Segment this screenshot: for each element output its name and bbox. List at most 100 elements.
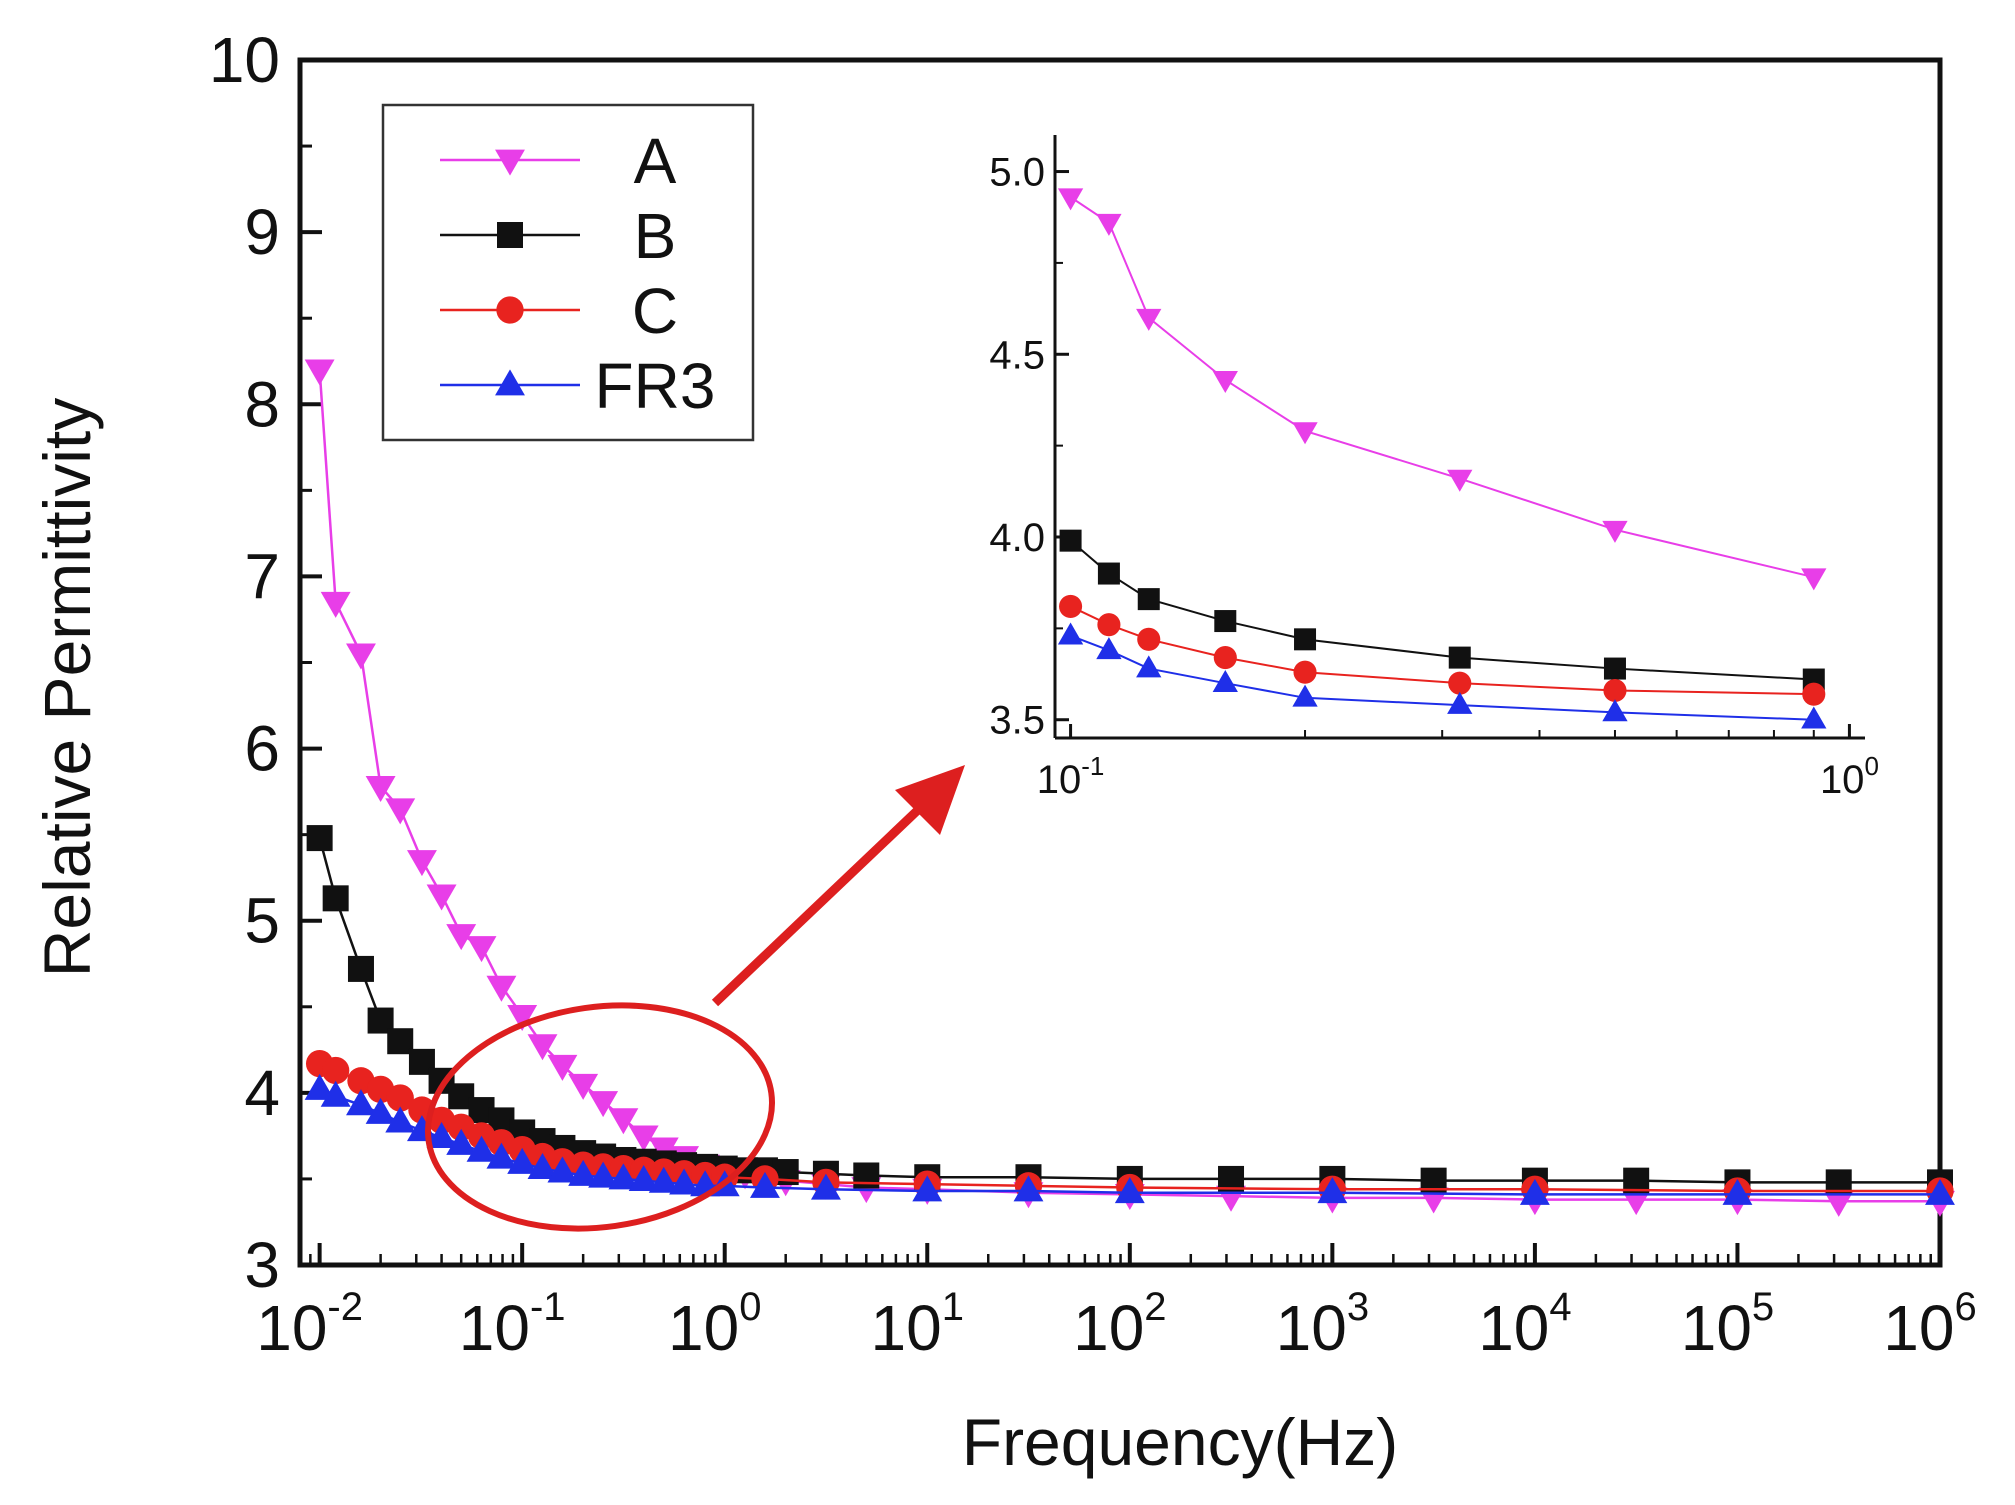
x-tick-exponent: 0: [739, 1285, 761, 1329]
series-B-point: [387, 1028, 414, 1055]
inset-series-C-point: [1137, 627, 1161, 651]
zoom-arrow-head: [895, 765, 965, 835]
series-A-point: [1823, 1190, 1854, 1217]
inset-series-FR3-point: [1292, 684, 1318, 707]
series-A-point: [320, 591, 351, 618]
inset-series-C-point: [1097, 613, 1121, 637]
inset-series-FR3-point: [1136, 655, 1162, 678]
series-A-point: [588, 1091, 619, 1118]
series-FR3-point: [507, 1147, 538, 1174]
series-FR3-point: [1722, 1178, 1753, 1205]
legend-C-marker: [496, 296, 524, 324]
inset-series-B-point: [1097, 562, 1120, 585]
series-A-point: [608, 1108, 639, 1135]
series-A-point: [628, 1125, 659, 1152]
series-A-point: [365, 776, 396, 803]
x-tick-base: 10: [1681, 1292, 1752, 1364]
inset-series-FR3-point: [1057, 622, 1084, 645]
inset-series-C-point: [1603, 678, 1627, 703]
y-tick-label: 9: [244, 196, 280, 268]
zoom-region-ellipse: [425, 1002, 775, 1232]
inset-series-C-point: [1293, 660, 1317, 684]
x-tick-exponent: -2: [327, 1285, 363, 1329]
legend-B-marker: [497, 222, 523, 248]
series-FR3-point: [608, 1163, 639, 1190]
series-FR3-point: [1925, 1178, 1955, 1205]
legend-C-label: C: [632, 275, 678, 347]
series-FR3-point: [320, 1080, 351, 1107]
inset-series-B-point: [1603, 657, 1626, 680]
legend-FR3-label: FR3: [595, 350, 716, 422]
inset-series-A-line: [1070, 196, 1815, 579]
inset-series-A-point: [1447, 469, 1473, 492]
inset-series-FR3-point: [1096, 637, 1122, 660]
x-tick-label: 100: [668, 1285, 761, 1364]
x-tick-label: 105: [1681, 1285, 1774, 1364]
series-B-point: [322, 885, 349, 912]
series-FR3-point: [365, 1097, 396, 1124]
series-FR3-point: [527, 1153, 558, 1179]
inset-series-C-point: [1448, 671, 1472, 695]
series-FR3-point: [1317, 1177, 1348, 1204]
x-tick-exponent: 6: [1954, 1285, 1976, 1329]
y-tick-label: 7: [244, 540, 280, 612]
series-A-point: [527, 1034, 558, 1061]
x-tick-label: 102: [1073, 1285, 1166, 1364]
x-tick-exponent: 4: [1549, 1285, 1571, 1329]
series-A-point: [547, 1054, 578, 1081]
series-FR3-point: [385, 1106, 416, 1133]
inset-series-FR3-point: [1602, 699, 1628, 722]
inset-series-C-point: [1213, 646, 1237, 670]
x-tick-exponent: 3: [1347, 1285, 1369, 1329]
x-tick-label: 103: [1276, 1285, 1369, 1364]
inset-series-A-point: [1057, 188, 1084, 211]
x-tick-base: 10: [871, 1292, 942, 1364]
series-FR3-point: [1519, 1178, 1550, 1205]
inset-y-tick-label: 5.0: [989, 151, 1045, 195]
x-tick-base: 10: [459, 1292, 530, 1364]
legend-A-marker: [495, 149, 525, 176]
x-tick-label: 10-1: [459, 1285, 566, 1364]
series-FR3-point: [466, 1135, 497, 1162]
series-FR3-point: [426, 1122, 457, 1149]
x-tick-base: 10: [668, 1292, 739, 1364]
y-tick-label: 6: [244, 713, 280, 785]
series-A-point: [304, 359, 335, 386]
series-FR3-point: [588, 1161, 619, 1188]
series-FR3-point: [628, 1165, 659, 1192]
inset-series-C-point: [1059, 594, 1083, 618]
inset-series-B-point: [1448, 646, 1471, 669]
series-A-point: [406, 850, 437, 877]
series-A-point: [486, 975, 517, 1002]
y-tick-label: 10: [209, 24, 280, 96]
series-FR3-point: [547, 1156, 578, 1183]
y-tick-label: 8: [244, 368, 280, 440]
series-FR3-point: [750, 1171, 780, 1198]
series-FR3-point: [810, 1173, 841, 1200]
series-B-point: [347, 955, 374, 982]
inset-series-A-point: [1212, 371, 1238, 394]
series-A-point: [385, 798, 416, 825]
series-A-point: [346, 643, 376, 670]
inset-x-tick-label: 10-1: [1037, 751, 1105, 802]
x-tick-exponent: 2: [1144, 1285, 1166, 1329]
legend-B-label: B: [634, 200, 677, 272]
series-C-point: [386, 1084, 414, 1112]
y-tick-label: 5: [244, 885, 280, 957]
series-FR3-point: [912, 1175, 943, 1202]
x-tick-base: 10: [1883, 1292, 1954, 1364]
inset-series-A-point: [1292, 422, 1318, 445]
inset-series-A-point: [1136, 308, 1162, 331]
x-tick-base: 10: [1478, 1292, 1549, 1364]
series-B-point: [853, 1162, 880, 1189]
y-axis-title: Relative Permittivity: [30, 398, 104, 977]
series-A-point: [466, 936, 497, 963]
x-tick-base: 10: [1276, 1292, 1347, 1364]
inset-x-tick-base: 10: [1820, 758, 1865, 802]
inset-series-A-point: [1096, 213, 1122, 236]
y-tick-label: 3: [244, 1229, 280, 1301]
series-FR3-point: [486, 1142, 517, 1169]
inset-series-A-point: [1801, 568, 1827, 591]
series-FR3-point: [446, 1128, 477, 1155]
